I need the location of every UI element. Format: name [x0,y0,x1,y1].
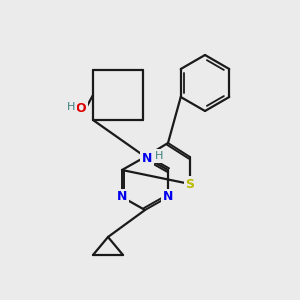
Text: S: S [185,178,194,190]
Text: N: N [117,190,127,203]
Text: N: N [142,152,152,164]
Text: O: O [76,101,86,115]
Text: H: H [155,151,163,161]
Text: H: H [67,102,75,112]
Text: N: N [163,190,173,203]
